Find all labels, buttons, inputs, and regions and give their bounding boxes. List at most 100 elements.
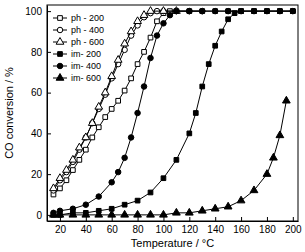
tick-label: 60 — [107, 224, 119, 235]
marker — [187, 131, 192, 136]
tick-mark — [267, 217, 268, 221]
x-axis-label: Temperature / °C — [131, 237, 214, 249]
marker — [278, 9, 283, 14]
tick: 60 — [107, 217, 119, 235]
marker — [128, 135, 134, 141]
marker — [290, 9, 295, 14]
marker — [161, 176, 166, 181]
marker — [56, 210, 64, 217]
marker — [148, 190, 153, 195]
legend-label: ph - 200 — [71, 13, 104, 23]
marker — [282, 96, 290, 103]
tick-mark — [189, 217, 190, 221]
tick-mark — [47, 93, 51, 94]
tick: 60 — [31, 87, 51, 98]
legend-marker — [57, 63, 63, 69]
marker — [238, 8, 244, 14]
marker — [173, 208, 181, 215]
marker — [174, 158, 179, 163]
marker — [276, 131, 284, 138]
marker — [95, 210, 103, 217]
tick: 140 — [207, 217, 224, 235]
axis-line — [47, 6, 48, 222]
legend-item: ph - 600 — [53, 37, 104, 47]
marker — [103, 115, 108, 120]
marker — [122, 202, 127, 207]
marker — [161, 21, 167, 27]
marker — [83, 202, 89, 208]
marker — [64, 178, 69, 183]
tick-label: 80 — [31, 47, 43, 58]
marker — [290, 9, 295, 14]
marker — [200, 84, 205, 89]
legend-label: im- 600 — [71, 73, 101, 83]
marker — [50, 184, 58, 191]
marker — [114, 56, 122, 63]
marker — [69, 155, 77, 162]
marker — [58, 186, 63, 191]
marker — [251, 8, 257, 14]
y-axis-label: CO conversion / % — [3, 67, 15, 159]
series-line — [53, 11, 292, 194]
marker — [174, 8, 180, 14]
marker — [115, 169, 121, 175]
marker — [127, 27, 135, 34]
tick: 40 — [31, 128, 51, 139]
marker — [71, 168, 76, 173]
legend-label: ph - 400 — [71, 25, 104, 35]
marker — [263, 170, 271, 177]
tick-label: 20 — [55, 224, 67, 235]
marker — [121, 39, 129, 46]
marker — [250, 186, 258, 193]
marker — [226, 17, 231, 22]
marker — [116, 98, 121, 103]
marker — [174, 9, 179, 14]
marker — [264, 8, 270, 14]
tick: 100 — [25, 6, 51, 17]
tick-label: 60 — [31, 87, 43, 98]
plot-frame — [47, 5, 298, 221]
marker — [225, 8, 231, 14]
marker — [96, 194, 102, 200]
marker — [278, 9, 283, 14]
legend-item: im- 400 — [53, 61, 101, 71]
marker — [83, 147, 88, 152]
marker — [211, 204, 219, 211]
marker — [200, 9, 205, 14]
tick: 20 — [31, 169, 51, 180]
marker — [122, 88, 127, 93]
tick-label: 100 — [25, 6, 42, 17]
marker — [213, 43, 218, 48]
legend-item: ph - 400 — [53, 25, 104, 35]
tick-mark — [293, 217, 294, 221]
marker — [63, 166, 71, 173]
series-line — [53, 11, 176, 188]
tick: 80 — [31, 47, 51, 58]
marker — [160, 210, 168, 217]
legend-item: ph - 200 — [53, 13, 104, 23]
marker — [108, 210, 116, 217]
marker — [160, 7, 168, 14]
marker — [265, 9, 270, 14]
chart: 20406080100120140160180200020406080100ph… — [0, 0, 305, 252]
tick-label: 80 — [133, 224, 145, 235]
tick: 120 — [181, 217, 198, 235]
tick-label: 40 — [81, 224, 93, 235]
marker — [213, 9, 218, 14]
marker — [82, 133, 90, 140]
marker — [187, 8, 193, 14]
marker — [135, 198, 140, 203]
tick: 40 — [81, 217, 93, 235]
legend-label: im- 400 — [71, 61, 101, 71]
tick: 180 — [259, 217, 276, 235]
marker — [82, 210, 90, 217]
marker — [142, 50, 147, 55]
marker — [185, 208, 193, 215]
marker — [77, 158, 82, 163]
marker — [147, 210, 155, 217]
tick-label: 100 — [156, 224, 173, 235]
marker — [135, 110, 141, 116]
marker — [265, 9, 270, 14]
marker — [206, 62, 211, 67]
marker — [148, 35, 153, 40]
